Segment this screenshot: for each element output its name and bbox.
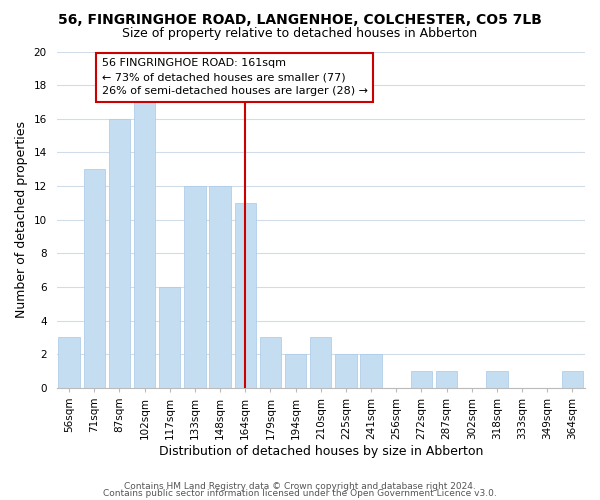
Bar (209, 186, 231, 388)
X-axis label: Distribution of detached houses by size in Abberton: Distribution of detached houses by size … (158, 444, 483, 458)
Bar (486, 371, 508, 388)
Text: Contains HM Land Registry data © Crown copyright and database right 2024.: Contains HM Land Registry data © Crown c… (124, 482, 476, 491)
Bar (235, 203, 256, 388)
Bar (83, 169, 105, 388)
Bar (310, 338, 331, 388)
Bar (159, 287, 181, 388)
Text: 56, FINGRINGHOE ROAD, LANGENHOE, COLCHESTER, CO5 7LB: 56, FINGRINGHOE ROAD, LANGENHOE, COLCHES… (58, 12, 542, 26)
Bar (285, 354, 306, 388)
Text: Size of property relative to detached houses in Abberton: Size of property relative to detached ho… (122, 28, 478, 40)
Text: 56 FINGRINGHOE ROAD: 161sqm
← 73% of detached houses are smaller (77)
26% of sem: 56 FINGRINGHOE ROAD: 161sqm ← 73% of det… (102, 58, 368, 96)
Bar (361, 354, 382, 388)
Y-axis label: Number of detached properties: Number of detached properties (15, 121, 28, 318)
Bar (109, 119, 130, 388)
Bar (58, 338, 80, 388)
Bar (562, 371, 583, 388)
Bar (260, 338, 281, 388)
Bar (184, 186, 206, 388)
Bar (335, 354, 356, 388)
Bar (436, 371, 457, 388)
Bar (411, 371, 432, 388)
Text: Contains public sector information licensed under the Open Government Licence v3: Contains public sector information licen… (103, 490, 497, 498)
Bar (134, 102, 155, 388)
